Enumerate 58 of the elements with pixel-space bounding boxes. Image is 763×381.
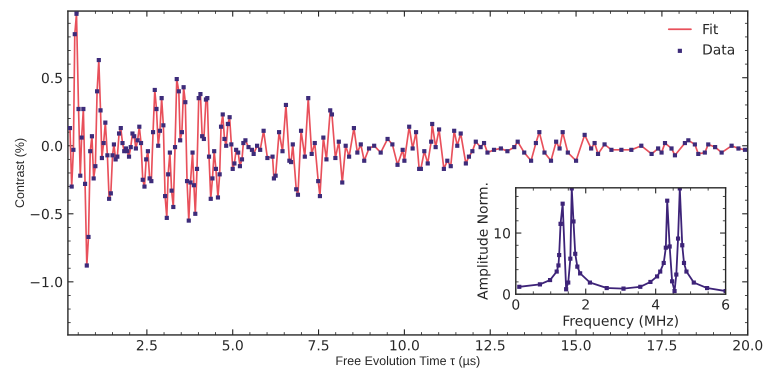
point xyxy=(658,269,662,274)
legend-label: Fit xyxy=(703,24,718,34)
point xyxy=(578,271,582,276)
point xyxy=(654,274,660,278)
point xyxy=(556,263,561,268)
x-tick-label: 6 xyxy=(722,299,730,310)
x-tick-label: 20.0 xyxy=(733,340,762,351)
x-tick-label: 4 xyxy=(652,299,660,310)
point xyxy=(538,282,542,286)
point xyxy=(588,280,592,285)
x-axis-title: Frequency (MHz) xyxy=(564,315,678,329)
point xyxy=(680,243,684,248)
point xyxy=(560,202,565,206)
y-tick-label: 0.5 xyxy=(42,72,62,84)
point xyxy=(670,279,674,284)
point xyxy=(676,236,680,241)
point xyxy=(704,286,710,290)
x-tick-label: 5.0 xyxy=(222,340,243,351)
x-tick-label: 12.5 xyxy=(476,340,504,351)
point xyxy=(692,280,696,285)
x-tick-label: 2 xyxy=(582,299,589,310)
x-tick-label: 17.5 xyxy=(648,340,676,351)
point xyxy=(668,244,672,249)
y-tick-label: −1.0 xyxy=(30,276,62,288)
point xyxy=(665,198,670,203)
point xyxy=(568,256,572,261)
point xyxy=(638,284,642,289)
point xyxy=(517,284,522,289)
x-tick-label: 0 xyxy=(512,299,520,310)
point xyxy=(648,280,653,284)
point xyxy=(558,222,563,226)
point xyxy=(621,286,626,291)
y-axis-title: Amplitude Norm. xyxy=(477,184,490,300)
point xyxy=(571,219,576,224)
point xyxy=(564,287,568,292)
point xyxy=(604,286,609,290)
point xyxy=(662,260,666,266)
y-tick-label: 10 xyxy=(494,228,510,239)
x-tick-label: 7.5 xyxy=(308,340,328,351)
y-axis-title: Contrast (%) xyxy=(14,138,27,208)
point xyxy=(684,269,689,274)
x-tick-label: 15.0 xyxy=(562,340,591,351)
y-tick-label: −0.5 xyxy=(30,208,62,220)
point xyxy=(674,272,678,277)
point xyxy=(557,252,562,258)
legend-label: Data xyxy=(703,44,734,55)
x-tick-label: 2.5 xyxy=(136,340,157,351)
point xyxy=(554,269,559,274)
point xyxy=(566,280,570,285)
point xyxy=(573,252,578,256)
x-axis-title: Free Evolution Time τ (µs) xyxy=(336,356,480,368)
point xyxy=(548,278,552,282)
point xyxy=(682,260,686,266)
point xyxy=(664,246,668,250)
point xyxy=(575,264,580,269)
y-tick-label: 0.0 xyxy=(42,140,62,152)
x-tick-label: 10.0 xyxy=(390,340,419,351)
point xyxy=(672,288,677,294)
